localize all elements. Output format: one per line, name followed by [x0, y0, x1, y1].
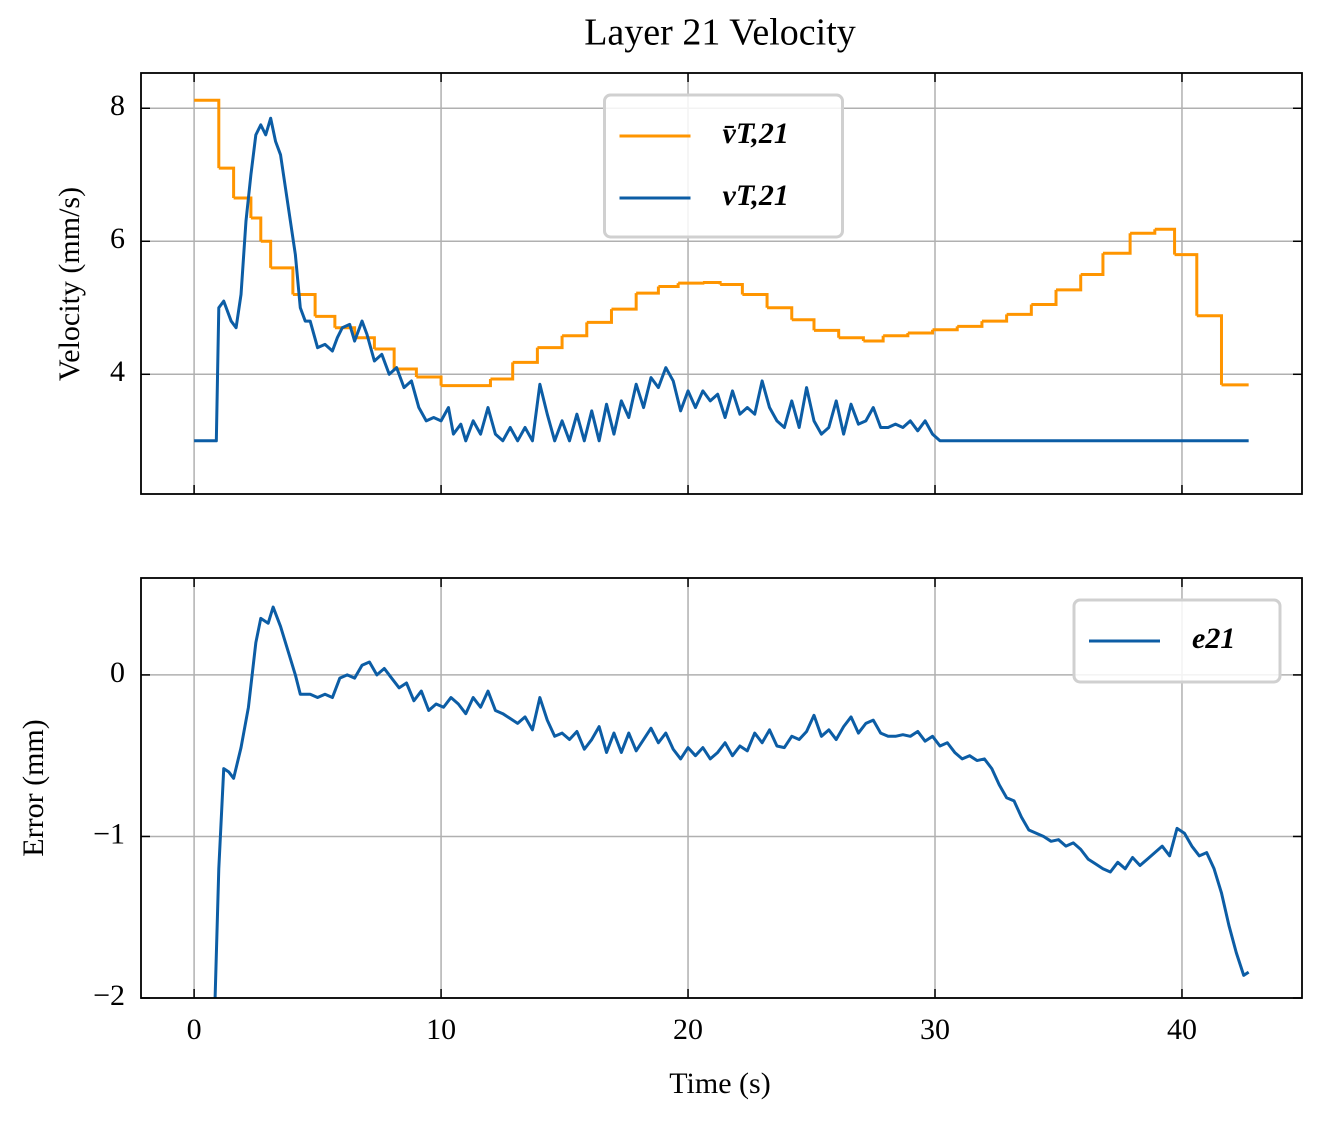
y-tick-label: −2 — [93, 979, 125, 1012]
step-segment — [233, 196, 253, 218]
step-segment — [1102, 233, 1132, 255]
line — [194, 116, 1249, 443]
step-segment — [374, 347, 396, 369]
step-segment — [416, 375, 443, 386]
step-segment — [194, 98, 221, 169]
legend-label: e21 — [1192, 622, 1235, 655]
axes-frame — [140, 577, 1303, 999]
step-segment — [250, 216, 263, 242]
x-tick-label: 40 — [1167, 1013, 1197, 1046]
step-segment — [720, 282, 744, 295]
step-segment — [270, 266, 295, 295]
step-segment — [767, 306, 794, 320]
x-tick-label: 30 — [920, 1013, 950, 1046]
step-segment — [1154, 227, 1177, 255]
y-axis-label: Error (mm) — [17, 719, 50, 856]
step-segment — [957, 321, 984, 328]
y-axis-label: Velocity (mm/s) — [53, 187, 86, 381]
step-segment — [636, 286, 660, 295]
legend-box — [603, 93, 844, 239]
step-segment — [611, 293, 638, 311]
step-segment — [586, 309, 613, 324]
legend-label: v̄T,21 — [723, 117, 789, 150]
step-segment — [742, 292, 769, 308]
step-segment — [1196, 314, 1223, 385]
line — [213, 605, 1250, 998]
step-segment — [1056, 274, 1083, 292]
step-segment — [1080, 253, 1105, 277]
step-segment — [981, 314, 1009, 323]
y-tick-label: 4 — [110, 355, 125, 388]
x-axis-label: Time (s) — [669, 1067, 770, 1100]
step-segment — [678, 281, 705, 285]
plot-area — [194, 98, 1249, 443]
step-segment — [863, 335, 885, 343]
step-segment — [791, 318, 816, 331]
step-segment — [813, 328, 841, 338]
x-tick-label: 0 — [187, 1013, 202, 1046]
axes-frame — [140, 72, 1303, 495]
step-segment — [354, 336, 376, 350]
step-segment — [512, 347, 539, 364]
x-tick-label: 20 — [673, 1013, 703, 1046]
step-segment — [537, 335, 564, 350]
step-segment — [490, 362, 515, 381]
step-segment — [1031, 289, 1058, 306]
y-tick-label: 0 — [110, 656, 125, 689]
legend-box — [1072, 598, 1282, 684]
y-tick-label: 8 — [110, 89, 125, 122]
step-segment — [1006, 304, 1033, 316]
x-tick-label: 10 — [426, 1013, 456, 1046]
step-segment — [315, 314, 337, 328]
step-segment — [260, 239, 273, 268]
y-tick-label: 6 — [110, 222, 125, 255]
step-segment — [441, 378, 492, 388]
legend-label: vT,21 — [723, 179, 789, 212]
step-segment — [218, 166, 236, 199]
step-segment — [1174, 253, 1199, 316]
chart-title: Layer 21 Velocity — [584, 12, 856, 54]
step-segment — [394, 367, 418, 377]
y-tick-label: −1 — [93, 817, 125, 850]
plot-area — [213, 605, 1250, 998]
step-segment — [562, 322, 589, 338]
